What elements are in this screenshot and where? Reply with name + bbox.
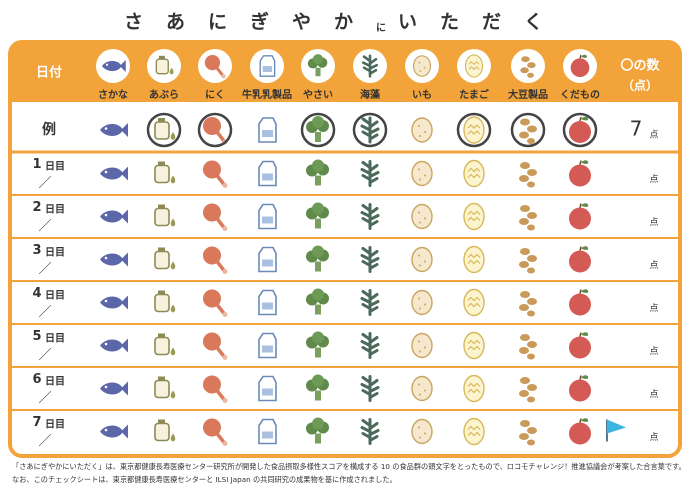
day-suffix: 日目 (45, 161, 65, 173)
title-part: に (376, 22, 398, 34)
food-name: にく (205, 89, 225, 101)
food-icon (411, 418, 433, 445)
day-number: 2 (32, 200, 41, 215)
food-name: あぶら (149, 88, 179, 101)
food-icon (411, 289, 433, 316)
day-suffix: 日目 (45, 247, 65, 259)
check-circle (456, 112, 492, 148)
example-unit: 点 (649, 130, 658, 141)
example-score: 7 (630, 117, 643, 141)
food-icon (463, 245, 485, 274)
food-icon (258, 160, 277, 187)
food-icon (411, 246, 433, 273)
score-header: 〇の数 (620, 58, 660, 74)
score-unit: 点 (649, 346, 658, 357)
day-number: 7 (32, 415, 41, 430)
day-number: 1 (32, 157, 41, 172)
day-slash: ／ (38, 348, 51, 363)
note: なお、このチェックシートは、東京都健康長寿医療センターと ILSI Japan … (12, 475, 397, 484)
food-icon (258, 289, 277, 316)
food-name: 大豆製品 (508, 88, 548, 101)
day-suffix: 日目 (45, 290, 65, 302)
food-icon (258, 418, 277, 445)
score-unit: 点 (649, 217, 658, 228)
food-icon (258, 246, 277, 273)
day-slash: ／ (38, 305, 51, 320)
check-circle (510, 112, 546, 148)
food-name: たまご (459, 88, 490, 101)
check-circle (146, 112, 182, 148)
food-icon (258, 332, 277, 359)
flag (607, 419, 626, 434)
food-icon-bg (301, 49, 335, 83)
food-icon (258, 375, 277, 402)
food-icon (411, 160, 433, 187)
title-part: いただく (398, 11, 566, 33)
food-icon (463, 159, 485, 188)
score-unit: 点 (649, 260, 658, 271)
food-name: いも (412, 89, 432, 101)
food-icon (411, 375, 433, 402)
food-icon (258, 117, 277, 143)
food-name: 牛乳乳製品 (242, 88, 292, 101)
day-suffix: 日目 (45, 204, 65, 216)
food-icon (411, 203, 433, 230)
score-unit: 点 (649, 303, 658, 314)
food-name: くだもの (560, 89, 600, 101)
day-number: 5 (32, 329, 41, 344)
day-slash: ／ (38, 391, 51, 406)
day-slash: ／ (38, 434, 51, 449)
day-suffix: 日目 (45, 333, 65, 345)
food-icon (258, 203, 277, 230)
score-unit: 点 (649, 432, 658, 443)
food-icon (463, 374, 485, 403)
food-icon (463, 288, 485, 317)
example-label: 例 (42, 121, 56, 138)
day-number: 4 (32, 286, 41, 301)
food-icon (411, 332, 433, 359)
food-name: さかな (98, 89, 128, 101)
day-slash: ／ (38, 262, 51, 277)
day-slash: ／ (38, 176, 51, 191)
food-icon (412, 55, 432, 77)
check-circle (300, 112, 336, 148)
check-circle (197, 112, 233, 148)
day-slash: ／ (38, 219, 51, 234)
food-icon (464, 54, 484, 78)
day-number: 6 (32, 372, 41, 387)
score-unit: 点 (649, 174, 658, 185)
score-header: （点） (622, 78, 658, 93)
food-icon (463, 202, 485, 231)
food-name: 海藻 (360, 88, 381, 101)
food-icon (463, 116, 485, 144)
day-suffix: 日目 (45, 419, 65, 431)
score-unit: 点 (649, 389, 658, 400)
title: さあにぎやかにいただく (124, 10, 566, 35)
check-circle (352, 112, 388, 148)
food-name: やさい (303, 89, 333, 101)
day-number: 3 (32, 243, 41, 258)
food-icon (259, 55, 276, 77)
note: 「さあにぎやかにいただく」は、東京都健康長寿医療センター研究所が開発した食品摂取… (12, 462, 686, 471)
food-icon (411, 117, 433, 143)
food-icon (463, 331, 485, 360)
title-part: さあにぎやか (124, 10, 376, 33)
day-suffix: 日目 (45, 376, 65, 388)
food-icon (463, 417, 485, 446)
date-header: 日付 (36, 65, 62, 81)
check-circle (562, 112, 598, 148)
